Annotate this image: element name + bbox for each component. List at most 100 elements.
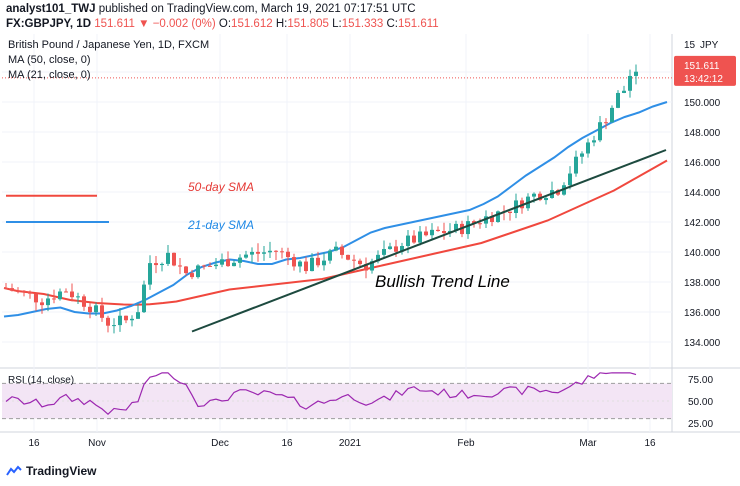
candle-body — [358, 260, 362, 265]
price-tick-label: 146.000 — [684, 158, 721, 169]
last-price: 151.611 — [94, 18, 135, 30]
candle-body — [418, 231, 422, 243]
price-tick-label: 144.000 — [684, 188, 721, 199]
time-tick-label: 16 — [281, 438, 293, 449]
candle-body — [592, 140, 596, 143]
candle-body — [580, 153, 584, 157]
candle-body — [346, 254, 350, 260]
price-tick-label: 136.000 — [684, 308, 721, 319]
candle-body — [310, 257, 314, 272]
price-tick-label: 148.000 — [684, 128, 721, 139]
price-chart[interactable]: 152.000150.000148.000146.000144.000142.0… — [0, 34, 740, 460]
candle-body — [412, 235, 416, 243]
reference-lines — [2, 77, 672, 223]
price-tick-label: 138.000 — [684, 278, 721, 289]
high-value: 151.805 — [287, 18, 329, 30]
candle-body — [388, 246, 392, 250]
trendline-annotation: Bullish Trend Line — [375, 272, 510, 291]
candle-body — [160, 263, 164, 266]
last-price-badge — [674, 55, 736, 86]
candle-body — [214, 264, 218, 267]
candle-body — [298, 261, 302, 267]
candle-body — [394, 246, 398, 252]
candle-body — [82, 296, 86, 307]
publisher-name[interactable]: analyst101_TWJ — [6, 3, 96, 15]
countdown-badge-value: 13:42:12 — [684, 74, 723, 85]
candle-body — [334, 246, 338, 251]
candle-body — [70, 291, 74, 298]
tradingview-logo[interactable]: TradingView — [6, 464, 96, 478]
candle-body — [496, 211, 500, 222]
sma21-annotation: 21-day SMA — [187, 218, 254, 232]
time-tick-label: 16 — [644, 438, 656, 449]
down-arrow-icon: ▼ — [138, 18, 150, 30]
publish-line: analyst101_TWJ published on TradingView.… — [6, 3, 416, 15]
candles — [4, 64, 638, 334]
rsi-tick-label: 25.00 — [688, 419, 713, 430]
candle-body — [304, 261, 308, 272]
candle-body — [604, 122, 608, 124]
candle-body — [568, 173, 572, 186]
candle-body — [382, 249, 386, 255]
rsi-tick-label: 75.00 — [688, 375, 713, 386]
candle-body — [178, 265, 182, 267]
candle-body — [478, 223, 482, 225]
candle-body — [442, 231, 446, 234]
ma21-line — [3, 101, 668, 318]
time-tick-label: Mar — [579, 438, 597, 449]
candle-body — [538, 193, 542, 201]
ma50-legend[interactable]: MA (50, close, 0) — [8, 54, 91, 66]
candle-body — [268, 250, 272, 253]
ma21-legend[interactable]: MA (21, close, 0) — [8, 69, 91, 81]
candle-body — [220, 259, 224, 265]
time-tick-label: Feb — [457, 438, 475, 449]
open-value: 151.612 — [231, 18, 273, 30]
candle-body — [340, 246, 344, 255]
price-change: −0.002 (0%) — [152, 18, 216, 30]
candle-body — [166, 252, 170, 264]
candle-body — [424, 231, 428, 236]
candle-body — [100, 305, 104, 318]
tradingview-icon — [6, 465, 22, 476]
candle-body — [610, 107, 614, 123]
candle-body — [94, 305, 98, 313]
rsi-tick-label: 50.00 — [688, 397, 713, 408]
candle-body — [322, 260, 326, 266]
candle-body — [400, 246, 404, 252]
candle-body — [226, 259, 230, 267]
rsi-legend[interactable]: RSI (14, close) — [8, 375, 74, 386]
candle-body — [28, 291, 32, 294]
open-label: O: — [218, 18, 232, 30]
candle-body — [436, 229, 440, 232]
moving-averages — [3, 101, 668, 318]
candle-body — [136, 312, 140, 319]
candle-body — [238, 257, 242, 263]
candle-body — [130, 318, 134, 321]
candle-body — [376, 254, 380, 262]
candle-body — [454, 223, 458, 231]
candle-body — [148, 263, 152, 285]
candle-body — [196, 265, 200, 278]
candle-body — [532, 193, 536, 197]
currency-label: JPY — [700, 40, 719, 51]
sma50-annotation: 50-day SMA — [188, 180, 254, 194]
candle-body — [616, 92, 620, 108]
candle-body — [154, 263, 158, 266]
chart-header: analyst101_TWJ published on TradingView.… — [0, 0, 740, 34]
published-text: published on TradingView.com, March 19, … — [98, 3, 416, 15]
candle-body — [490, 216, 494, 222]
candle-body — [118, 315, 122, 326]
candle-body — [364, 264, 368, 271]
bullish-trend-line[interactable] — [191, 149, 667, 333]
time-tick-label: 2021 — [339, 438, 362, 449]
candle-body — [124, 315, 128, 321]
candle-body — [328, 250, 332, 261]
candle-body — [256, 251, 260, 254]
candle-body — [172, 252, 176, 266]
rsi-pane — [2, 372, 672, 420]
candle-body — [370, 261, 374, 271]
chart-title: British Pound / Japanese Yen, 1D, FXCM — [8, 39, 209, 51]
candle-body — [244, 254, 248, 258]
candle-body — [58, 291, 62, 300]
symbol-label: FX:GBPJPY, 1D — [6, 18, 91, 30]
